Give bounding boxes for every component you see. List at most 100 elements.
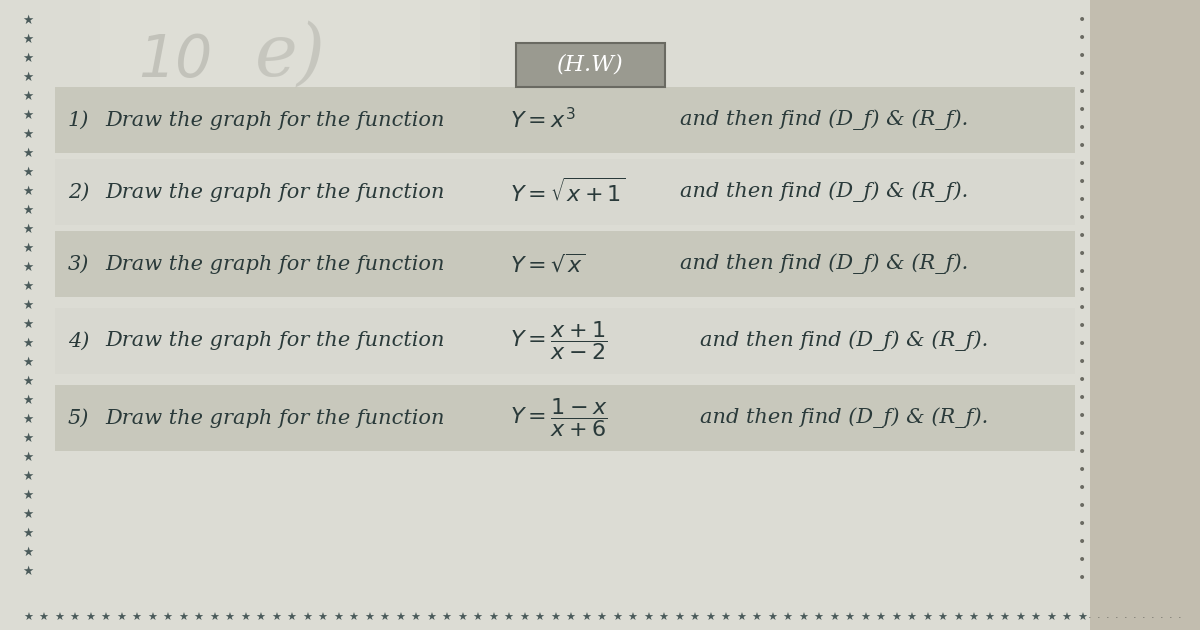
Text: ★: ★ bbox=[178, 613, 188, 623]
Text: ★: ★ bbox=[906, 613, 917, 623]
Text: ★: ★ bbox=[23, 108, 34, 122]
Text: ★: ★ bbox=[148, 613, 157, 623]
Text: ·: · bbox=[1142, 613, 1146, 623]
Text: ★: ★ bbox=[674, 613, 684, 623]
Text: •: • bbox=[1078, 247, 1086, 261]
Text: ★: ★ bbox=[23, 508, 34, 520]
Text: •: • bbox=[1078, 49, 1086, 63]
Text: ★: ★ bbox=[132, 613, 142, 623]
Text: ★: ★ bbox=[23, 280, 34, 292]
Text: and then find (D_f) & (R_f).: and then find (D_f) & (R_f). bbox=[680, 254, 968, 274]
Bar bbox=[55, 385, 1075, 451]
Text: ★: ★ bbox=[23, 564, 34, 578]
Text: ★: ★ bbox=[845, 613, 854, 623]
Text: ★: ★ bbox=[318, 613, 328, 623]
Text: ★: ★ bbox=[23, 299, 34, 311]
Text: ★: ★ bbox=[550, 613, 560, 623]
Text: 2): 2) bbox=[68, 183, 89, 202]
Text: •: • bbox=[1078, 301, 1086, 315]
Text: ★: ★ bbox=[829, 613, 839, 623]
Text: ★: ★ bbox=[410, 613, 420, 623]
Text: ★: ★ bbox=[348, 613, 359, 623]
Text: Draw the graph for the function: Draw the graph for the function bbox=[106, 408, 444, 428]
Text: e): e) bbox=[254, 20, 325, 90]
Text: ★: ★ bbox=[736, 613, 746, 623]
Text: ★: ★ bbox=[23, 166, 34, 178]
Text: $Y = \dfrac{x+1}{x-2}$: $Y = \dfrac{x+1}{x-2}$ bbox=[510, 319, 607, 362]
Text: and then find (D_f) & (R_f).: and then find (D_f) & (R_f). bbox=[680, 110, 968, 130]
Text: ★: ★ bbox=[101, 613, 110, 623]
Text: ★: ★ bbox=[116, 613, 126, 623]
Text: ★: ★ bbox=[287, 613, 296, 623]
Text: ★: ★ bbox=[565, 613, 576, 623]
Text: •: • bbox=[1078, 499, 1086, 513]
Text: ★: ★ bbox=[209, 613, 220, 623]
Text: ·: · bbox=[1160, 613, 1164, 623]
Text: ·: · bbox=[1106, 613, 1110, 623]
Text: ★: ★ bbox=[23, 241, 34, 255]
Text: •: • bbox=[1078, 175, 1086, 189]
Text: ★: ★ bbox=[23, 374, 34, 387]
Text: 4): 4) bbox=[68, 331, 89, 350]
Text: •: • bbox=[1078, 157, 1086, 171]
Text: ★: ★ bbox=[659, 613, 668, 623]
Text: ★: ★ bbox=[890, 613, 901, 623]
Text: ·: · bbox=[1151, 613, 1154, 623]
Text: •: • bbox=[1078, 31, 1086, 45]
Text: ★: ★ bbox=[596, 613, 606, 623]
Text: •: • bbox=[1078, 481, 1086, 495]
Text: ★: ★ bbox=[38, 613, 48, 623]
Text: ★: ★ bbox=[162, 613, 173, 623]
Text: ★: ★ bbox=[334, 613, 343, 623]
Text: ★: ★ bbox=[612, 613, 622, 623]
Text: Draw the graph for the function: Draw the graph for the function bbox=[106, 110, 444, 130]
Text: •: • bbox=[1078, 391, 1086, 405]
Text: •: • bbox=[1078, 229, 1086, 243]
Text: ★: ★ bbox=[302, 613, 312, 623]
Text: ★: ★ bbox=[240, 613, 250, 623]
Text: $Y = \dfrac{1-x}{x+6}$: $Y = \dfrac{1-x}{x+6}$ bbox=[510, 396, 607, 440]
Text: $Y = x^{3}$: $Y = x^{3}$ bbox=[510, 107, 576, 132]
Text: ★: ★ bbox=[23, 336, 34, 350]
Text: •: • bbox=[1078, 139, 1086, 153]
Text: •: • bbox=[1078, 85, 1086, 99]
Text: ·: · bbox=[1088, 613, 1092, 623]
Text: ★: ★ bbox=[54, 613, 64, 623]
Text: ★: ★ bbox=[23, 13, 34, 26]
Text: ★: ★ bbox=[1031, 613, 1040, 623]
Text: ★: ★ bbox=[23, 222, 34, 236]
Text: ★: ★ bbox=[426, 613, 436, 623]
Text: ★: ★ bbox=[643, 613, 653, 623]
Text: ★: ★ bbox=[23, 527, 34, 539]
Text: ★: ★ bbox=[706, 613, 715, 623]
Text: ★: ★ bbox=[23, 450, 34, 464]
Text: ★: ★ bbox=[23, 318, 34, 331]
Text: ★: ★ bbox=[1062, 613, 1072, 623]
Text: and then find (D_f) & (R_f).: and then find (D_f) & (R_f). bbox=[680, 181, 968, 202]
Text: ★: ★ bbox=[256, 613, 265, 623]
Text: ★: ★ bbox=[1000, 613, 1009, 623]
Text: •: • bbox=[1078, 283, 1086, 297]
Text: 3): 3) bbox=[68, 255, 89, 273]
Text: •: • bbox=[1078, 121, 1086, 135]
Text: ·: · bbox=[1097, 613, 1100, 623]
Text: ★: ★ bbox=[442, 613, 451, 623]
Text: •: • bbox=[1078, 463, 1086, 477]
Text: Draw the graph for the function: Draw the graph for the function bbox=[106, 331, 444, 350]
Bar bbox=[55, 308, 1075, 374]
Text: ★: ★ bbox=[1046, 613, 1056, 623]
Text: ★: ★ bbox=[628, 613, 637, 623]
Text: •: • bbox=[1078, 571, 1086, 585]
Text: ★: ★ bbox=[23, 469, 34, 483]
Text: and then find (D_f) & (R_f).: and then find (D_f) & (R_f). bbox=[700, 408, 989, 428]
Text: •: • bbox=[1078, 265, 1086, 279]
Text: ★: ★ bbox=[23, 546, 34, 559]
Text: ★: ★ bbox=[224, 613, 234, 623]
Text: ★: ★ bbox=[984, 613, 994, 623]
Text: ★: ★ bbox=[922, 613, 932, 623]
Text: ★: ★ bbox=[968, 613, 978, 623]
Text: •: • bbox=[1078, 103, 1086, 117]
Text: ★: ★ bbox=[937, 613, 948, 623]
FancyBboxPatch shape bbox=[516, 43, 665, 87]
Text: ★: ★ bbox=[767, 613, 778, 623]
